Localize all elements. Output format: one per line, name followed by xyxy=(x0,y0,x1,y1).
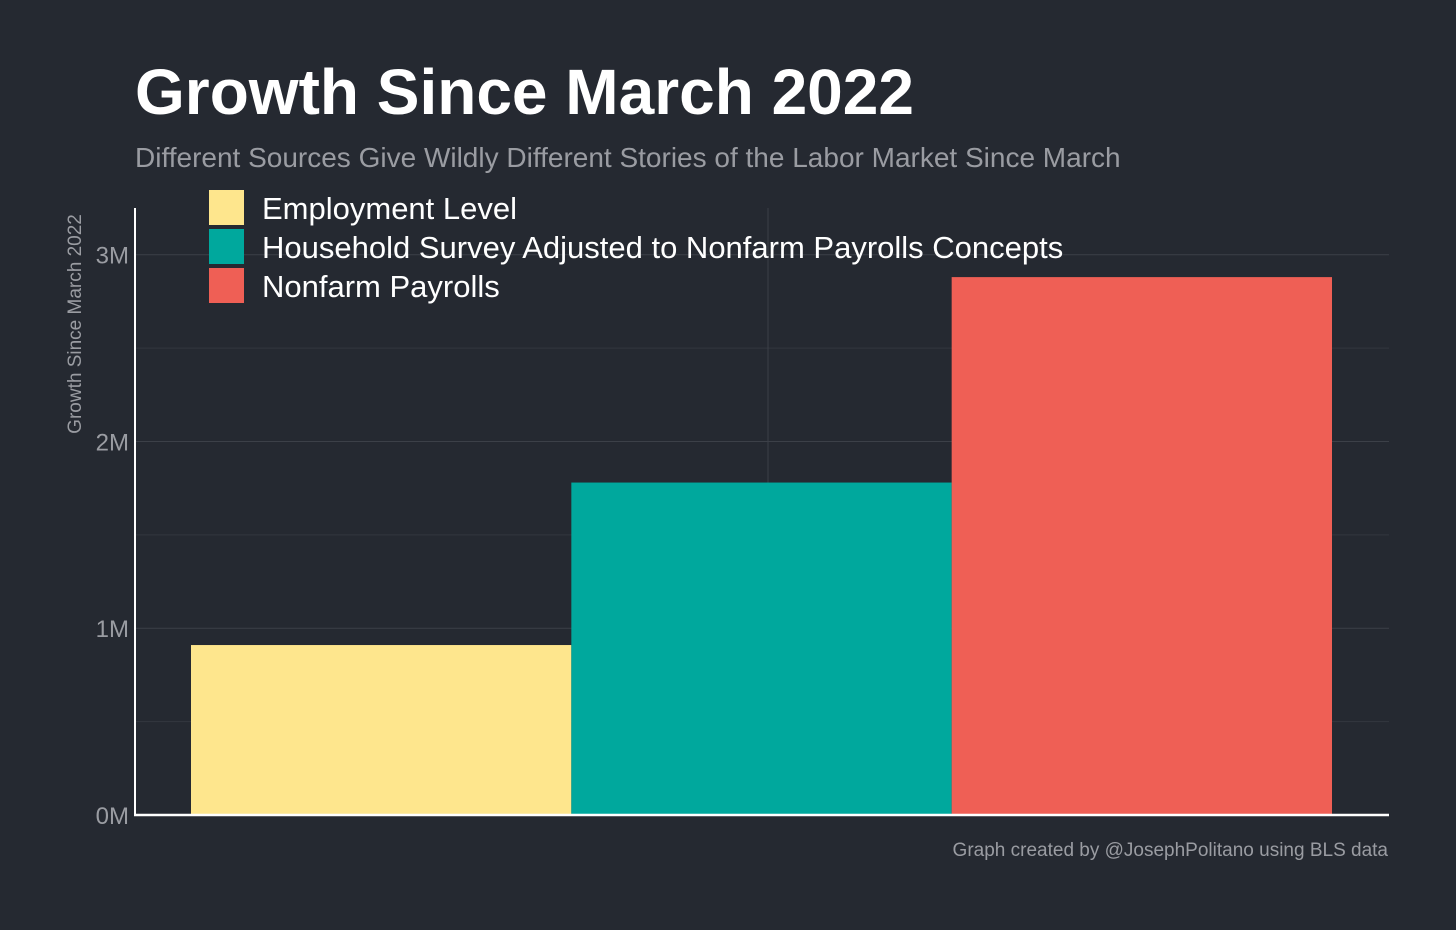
legend-label-3: Nonfarm Payrolls xyxy=(262,269,500,304)
legend-swatch-3 xyxy=(209,268,244,303)
y-tick-label: 1M xyxy=(96,616,129,643)
chart-title: Growth Since March 2022 xyxy=(135,56,914,128)
y-tick-labels: 0M 1M 2M 3M xyxy=(96,243,129,830)
legend-label-2: Household Survey Adjusted to Nonfarm Pay… xyxy=(262,230,1063,265)
bars xyxy=(191,277,1332,815)
legend-swatch-2 xyxy=(209,229,244,264)
bar-3 xyxy=(951,277,1332,815)
y-tick-label: 0M xyxy=(96,803,129,830)
y-tick-label: 2M xyxy=(96,429,129,456)
bar-1 xyxy=(191,645,572,815)
legend-swatch-1 xyxy=(209,190,244,225)
chart-subtitle: Different Sources Give Wildly Different … xyxy=(135,142,1121,173)
bar-2 xyxy=(571,482,952,815)
source-caption: Graph created by @JosephPolitano using B… xyxy=(952,840,1388,861)
y-axis-title: Growth Since March 2022 xyxy=(65,214,86,434)
legend-label-1: Employment Level xyxy=(262,191,517,226)
legend: Employment Level Household Survey Adjuste… xyxy=(209,190,1063,304)
y-tick-label: 3M xyxy=(96,243,129,270)
axes xyxy=(134,208,1389,817)
